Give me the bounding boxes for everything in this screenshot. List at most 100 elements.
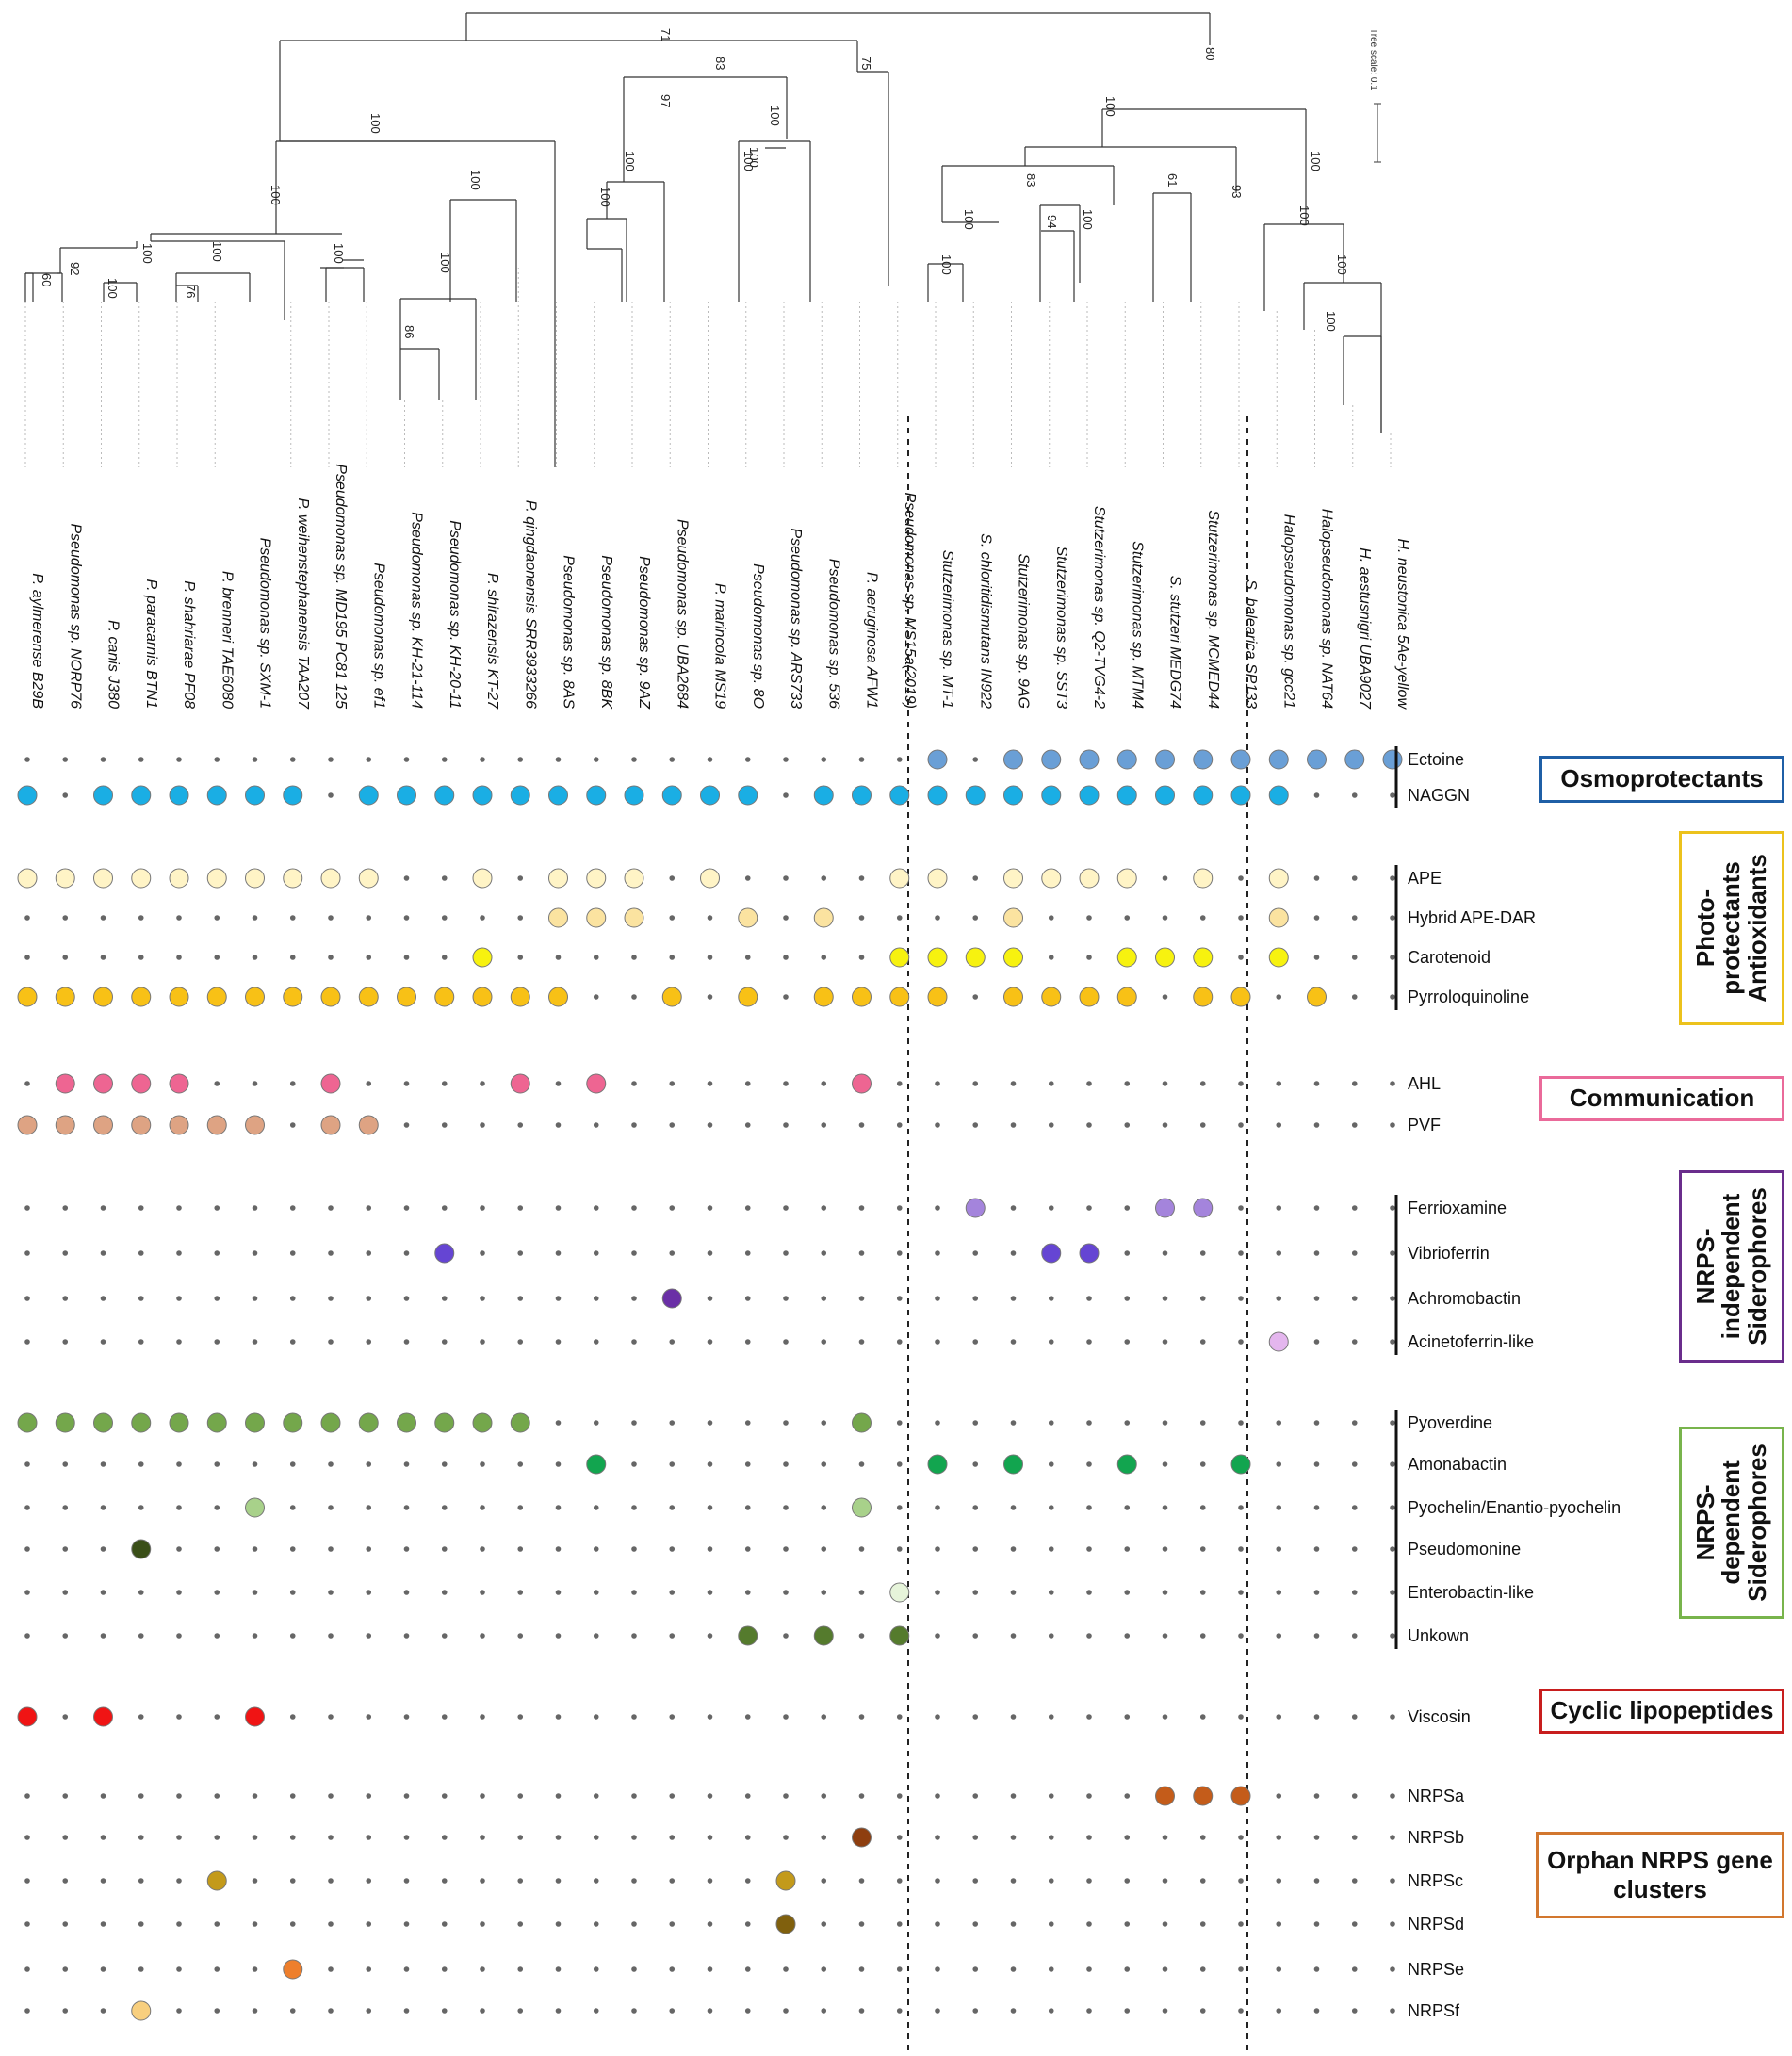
taxon-label: P. qingdaonensis SRR3933266	[522, 500, 538, 709]
trait-absent-dot	[1276, 1878, 1282, 1884]
trait-absent-dot	[1276, 1122, 1282, 1128]
trait-absent-dot	[669, 1339, 676, 1345]
trait-absent-dot	[631, 994, 637, 1000]
trait-present-dot	[1003, 987, 1023, 1007]
trait-absent-dot	[1124, 1205, 1131, 1211]
trait-absent-dot	[214, 1921, 220, 1927]
trait-absent-dot	[100, 1296, 106, 1301]
trait-absent-dot	[1238, 1966, 1244, 1972]
trait-absent-dot	[783, 1793, 789, 1799]
trait-present-dot	[17, 987, 38, 1007]
trait-absent-dot	[480, 1081, 485, 1086]
trait-present-dot	[397, 1412, 416, 1433]
taxon-label: Stutzerimonas sp. Q2-TVG4-2	[1091, 506, 1107, 709]
trait-present-dot	[889, 868, 910, 889]
trait-absent-dot	[62, 1921, 69, 1927]
trait-absent-dot	[631, 1633, 637, 1639]
trait-present-dot	[245, 987, 265, 1007]
trait-absent-dot	[858, 875, 865, 881]
trait-label: Acinetoferrin-like	[1408, 1332, 1534, 1351]
trait-absent-dot	[555, 1633, 562, 1639]
trait-absent-dot	[252, 1546, 258, 1552]
trait-absent-dot	[517, 1590, 524, 1595]
trait-absent-dot	[517, 1250, 524, 1256]
trait-absent-dot	[896, 757, 903, 762]
trait-absent-dot	[631, 757, 637, 762]
trait-absent-dot	[1199, 1339, 1206, 1345]
trait-absent-dot	[1124, 1921, 1131, 1927]
trait-absent-dot	[403, 955, 410, 960]
trait-absent-dot	[1162, 1296, 1168, 1301]
trait-absent-dot	[24, 2008, 30, 2014]
trait-present-dot	[472, 947, 493, 968]
trait-absent-dot	[744, 1420, 751, 1426]
trait-absent-dot	[707, 915, 713, 921]
trait-absent-dot	[403, 1081, 410, 1086]
trait-present-dot	[206, 1870, 227, 1891]
trait-label: Pseudomonine	[1408, 1540, 1521, 1558]
trait-absent-dot	[1048, 2008, 1054, 2014]
trait-absent-dot	[972, 1505, 979, 1510]
trait-present-dot	[586, 785, 607, 806]
trait-absent-dot	[328, 1878, 334, 1884]
trait-absent-dot	[24, 1878, 30, 1884]
trait-present-dot	[17, 785, 38, 806]
bootstrap-value: 83	[713, 57, 727, 70]
trait-present-dot	[1230, 987, 1251, 1007]
trait-absent-dot	[62, 1505, 69, 1510]
trait-absent-dot	[24, 1250, 30, 1256]
trait-absent-dot	[24, 1546, 30, 1552]
trait-absent-dot	[1124, 1250, 1131, 1256]
trait-absent-dot	[555, 1081, 562, 1086]
trait-absent-dot	[555, 1420, 562, 1426]
bootstrap-value: 94	[1045, 215, 1059, 228]
trait-absent-dot	[783, 1966, 789, 1972]
trait-label: Ectoine	[1408, 750, 1464, 769]
trait-absent-dot	[1238, 1633, 1244, 1639]
trait-absent-dot	[821, 1205, 827, 1211]
trait-absent-dot	[366, 955, 372, 960]
trait-absent-dot	[1048, 1081, 1054, 1086]
trait-absent-dot	[1010, 2008, 1017, 2014]
trait-absent-dot	[972, 1546, 979, 1552]
trait-present-dot	[661, 987, 682, 1007]
trait-absent-dot	[744, 955, 751, 960]
trait-absent-dot	[935, 1250, 940, 1256]
trait-absent-dot	[896, 1714, 903, 1720]
trait-present-dot	[93, 1706, 113, 1727]
trait-absent-dot	[100, 1878, 106, 1884]
trait-absent-dot	[896, 2008, 903, 2014]
trait-absent-dot	[783, 1250, 789, 1256]
trait-present-dot	[1268, 785, 1289, 806]
trait-absent-dot	[1276, 1921, 1282, 1927]
trait-absent-dot	[1048, 1505, 1054, 1510]
trait-absent-dot	[366, 1250, 372, 1256]
trait-present-dot	[245, 1706, 265, 1727]
trait-absent-dot	[1238, 955, 1244, 960]
trait-absent-dot	[480, 1793, 485, 1799]
trait-present-dot	[245, 1497, 265, 1518]
bootstrap-value: 100	[1297, 205, 1311, 226]
trait-absent-dot	[252, 2008, 258, 2014]
trait-absent-dot	[138, 1339, 144, 1345]
trait-absent-dot	[631, 1966, 637, 1972]
trait-absent-dot	[517, 875, 524, 881]
trait-absent-dot	[480, 1461, 485, 1467]
trait-absent-dot	[328, 1590, 334, 1595]
trait-absent-dot	[1351, 1590, 1358, 1595]
trait-absent-dot	[138, 1921, 144, 1927]
trait-absent-dot	[480, 1633, 485, 1639]
trait-absent-dot	[366, 1546, 372, 1552]
trait-absent-dot	[669, 1205, 676, 1211]
trait-present-dot	[320, 868, 341, 889]
trait-absent-dot	[631, 1122, 637, 1128]
trait-absent-dot	[896, 1122, 903, 1128]
trait-absent-dot	[935, 1546, 940, 1552]
trait-absent-dot	[707, 2008, 713, 2014]
trait-absent-dot	[821, 1122, 827, 1128]
trait-absent-dot	[1351, 1122, 1358, 1128]
trait-absent-dot	[1010, 1250, 1017, 1256]
trait-absent-dot	[1162, 1590, 1168, 1595]
taxon-label: Pseudomonas sp. ef1	[370, 563, 386, 709]
